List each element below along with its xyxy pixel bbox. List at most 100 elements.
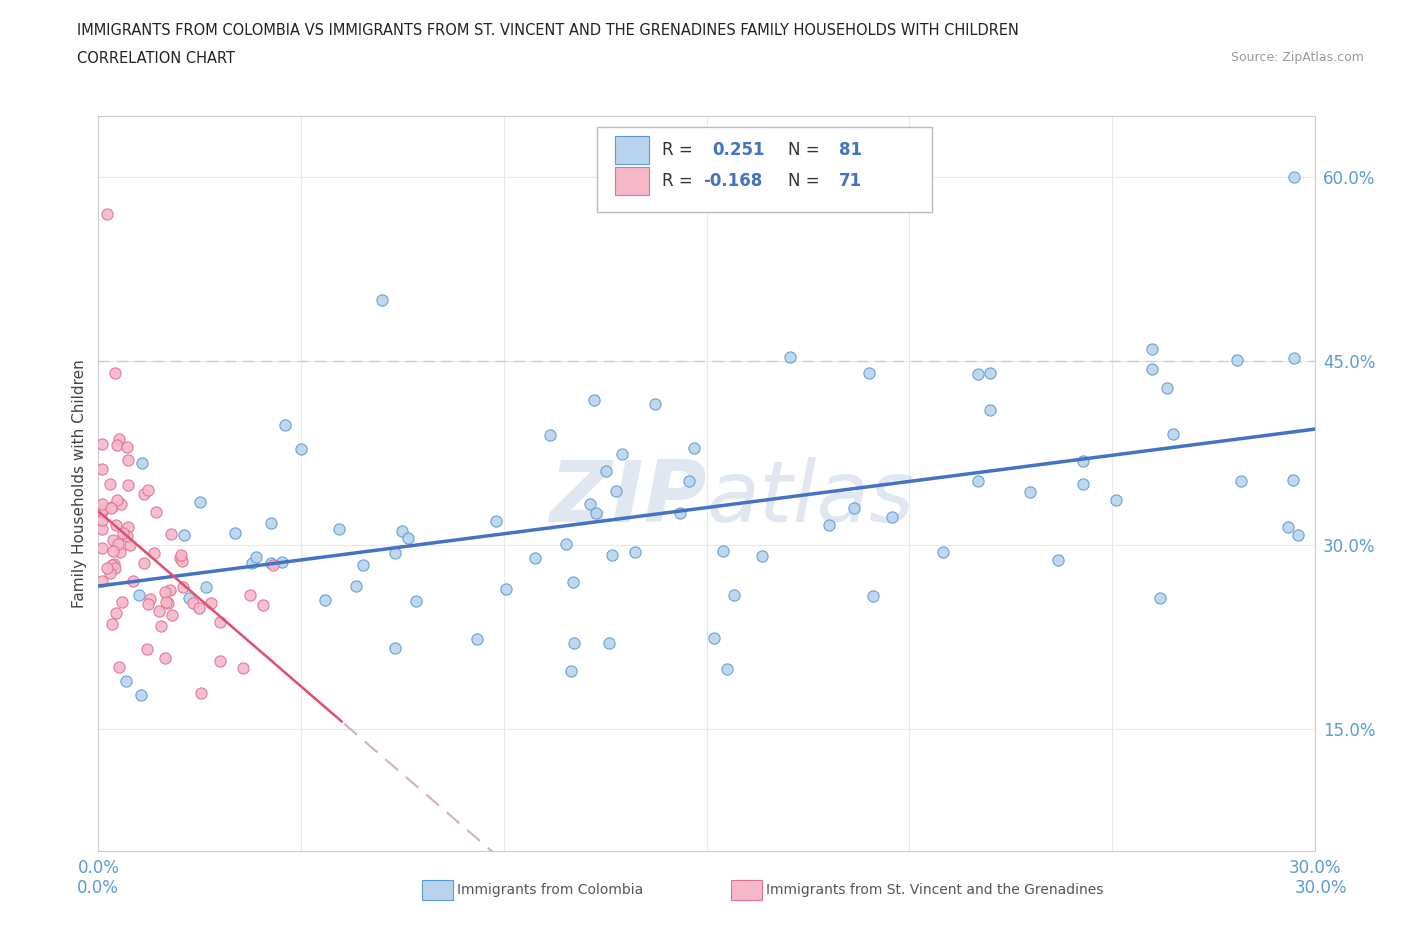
Text: 0.0%: 0.0%: [77, 879, 120, 897]
Point: [91, 513, 114, 528]
Point: [1046, 552, 1069, 567]
Point: [195, 579, 218, 594]
Point: [129, 688, 152, 703]
Point: [384, 546, 406, 561]
Point: [100, 499, 122, 514]
Point: [91, 502, 114, 517]
Point: [262, 557, 284, 572]
Point: [678, 473, 700, 488]
Text: R =: R =: [661, 141, 697, 159]
Point: [105, 493, 128, 508]
Point: [979, 366, 1001, 381]
Point: [711, 543, 734, 558]
Point: [344, 578, 367, 593]
Y-axis label: Family Households with Children: Family Households with Children: [72, 359, 87, 608]
Point: [91, 461, 114, 476]
Point: [931, 545, 953, 560]
Point: [132, 556, 155, 571]
Point: [1282, 472, 1305, 487]
Point: [170, 547, 193, 562]
Point: [523, 551, 546, 565]
Point: [1142, 341, 1164, 356]
Text: N =: N =: [787, 141, 825, 159]
Point: [100, 476, 122, 491]
Point: [107, 660, 129, 675]
Point: [104, 560, 127, 575]
Point: [1284, 351, 1306, 365]
Point: [779, 350, 801, 365]
Point: [858, 366, 880, 381]
Point: [136, 597, 159, 612]
Point: [103, 556, 125, 571]
Point: [131, 456, 153, 471]
Point: [110, 497, 132, 512]
Text: 0.251: 0.251: [713, 141, 765, 159]
Point: [105, 517, 128, 532]
Point: [139, 591, 162, 606]
Point: [91, 497, 114, 512]
Point: [979, 403, 1001, 418]
Point: [862, 589, 884, 604]
Point: [169, 551, 191, 565]
Point: [108, 544, 131, 559]
Point: [880, 510, 903, 525]
Point: [595, 464, 617, 479]
Point: [1284, 170, 1306, 185]
Point: [405, 593, 427, 608]
Point: [117, 452, 139, 467]
Point: [100, 565, 122, 580]
Point: [177, 591, 200, 605]
Point: [96, 206, 118, 221]
Point: [115, 440, 138, 455]
Point: [96, 561, 118, 576]
Point: [91, 574, 114, 589]
Point: [155, 595, 177, 610]
FancyBboxPatch shape: [598, 127, 932, 212]
Point: [271, 554, 294, 569]
Point: [149, 618, 172, 633]
Point: [160, 526, 183, 541]
Point: [1156, 380, 1178, 395]
Point: [153, 651, 176, 666]
Point: [683, 441, 706, 456]
Point: [156, 595, 179, 610]
Point: [751, 549, 773, 564]
Point: [396, 531, 419, 546]
Text: ZIP: ZIP: [548, 457, 707, 539]
Point: [100, 500, 122, 515]
Point: [107, 537, 129, 551]
Point: [260, 515, 283, 530]
Point: [232, 660, 254, 675]
Point: [101, 617, 124, 631]
Text: CORRELATION CHART: CORRELATION CHART: [77, 51, 235, 66]
Text: N =: N =: [787, 172, 825, 190]
Point: [153, 585, 176, 600]
Point: [190, 685, 212, 700]
Point: [1230, 473, 1253, 488]
Text: 30.0%: 30.0%: [1295, 879, 1347, 897]
Point: [1277, 519, 1299, 534]
Point: [290, 442, 312, 457]
Text: Immigrants from St. Vincent and the Grenadines: Immigrants from St. Vincent and the Gren…: [766, 883, 1104, 897]
Point: [200, 595, 222, 610]
Point: [105, 438, 128, 453]
Point: [716, 662, 738, 677]
FancyBboxPatch shape: [616, 167, 650, 195]
Text: Immigrants from Colombia: Immigrants from Colombia: [457, 883, 643, 897]
Point: [122, 574, 145, 589]
Point: [1149, 591, 1171, 605]
Point: [723, 588, 745, 603]
Point: [352, 558, 374, 573]
Point: [817, 518, 839, 533]
Point: [135, 642, 157, 657]
Point: [669, 506, 692, 521]
Point: [91, 504, 114, 519]
Point: [1226, 352, 1249, 367]
Text: -0.168: -0.168: [703, 172, 762, 190]
Point: [142, 545, 165, 560]
Point: [371, 293, 394, 308]
Point: [598, 635, 620, 650]
Point: [391, 524, 413, 538]
Point: [91, 521, 114, 536]
Point: [188, 601, 211, 616]
